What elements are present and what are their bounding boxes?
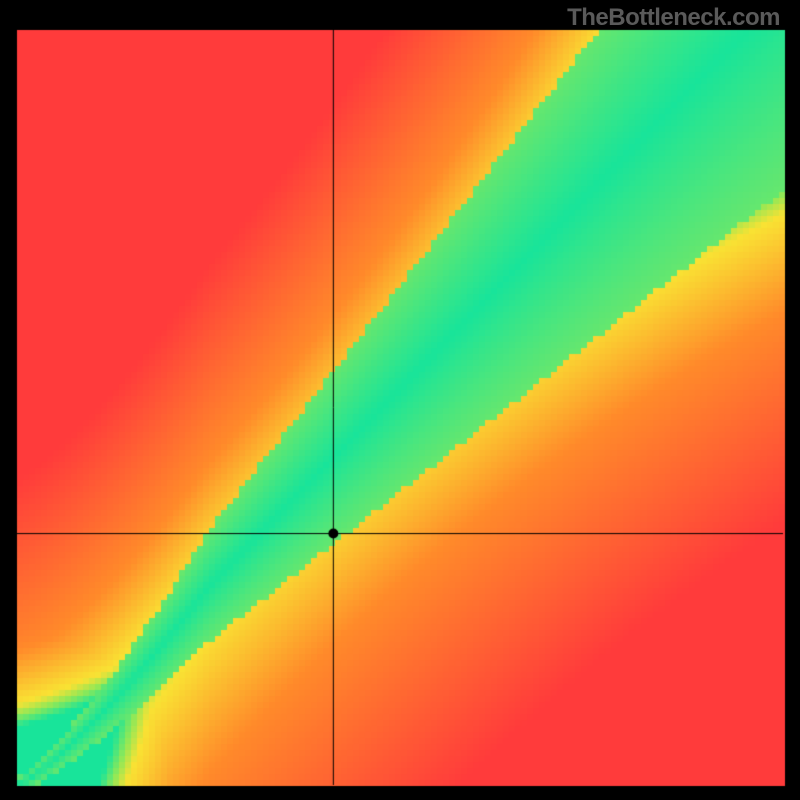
chart-container: TheBottleneck.com	[0, 0, 800, 800]
heatmap-canvas	[0, 0, 800, 800]
watermark-text: TheBottleneck.com	[567, 4, 780, 32]
